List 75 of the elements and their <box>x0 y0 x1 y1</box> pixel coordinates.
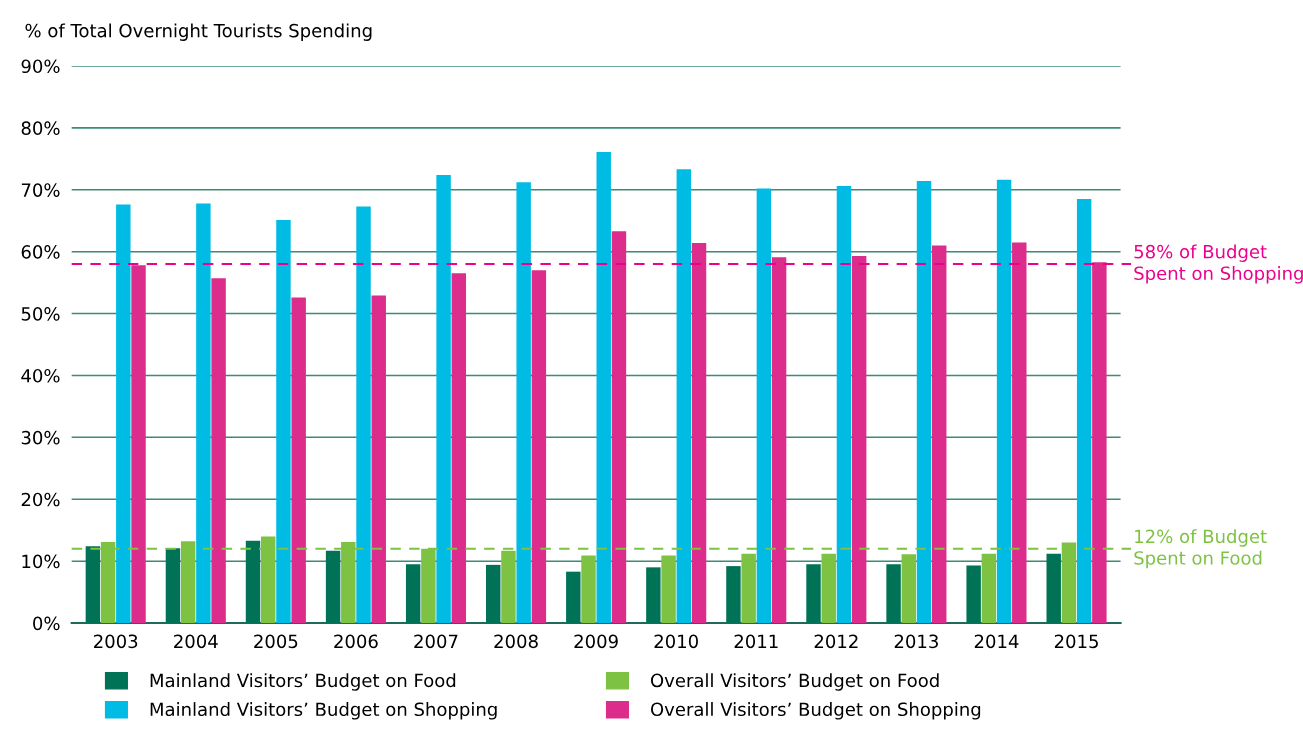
x-tick-label: 2006 <box>334 634 378 649</box>
bar <box>596 152 611 624</box>
legend-label: Overall Visitors’ Budget on Shopping <box>650 702 981 720</box>
bar <box>741 553 756 624</box>
x-tick-label: 2013 <box>894 634 938 649</box>
bar <box>581 555 596 624</box>
bar <box>676 169 692 624</box>
bar <box>932 245 947 624</box>
bar <box>901 554 917 624</box>
legend-label: Overall Visitors’ Budget on Food <box>650 673 939 691</box>
bar <box>996 179 1012 624</box>
ref-line-label: 58% of Budget Spent on Shopping <box>1134 244 1303 284</box>
x-tick-label: 2008 <box>494 634 538 649</box>
x-tick-label: 2007 <box>414 634 458 649</box>
x-tick-label: 2014 <box>974 634 1019 649</box>
y-tick-label: 10% <box>22 554 60 569</box>
y-axis-title: % of Total Overnight Tourists Spending <box>25 23 372 41</box>
bar <box>646 567 661 624</box>
bar <box>566 571 581 624</box>
bar <box>85 546 101 624</box>
bar <box>886 564 901 624</box>
bar <box>116 204 131 624</box>
bar <box>436 174 451 624</box>
bar <box>771 257 787 624</box>
bar <box>196 203 211 624</box>
bar <box>211 278 226 624</box>
bar <box>451 273 467 624</box>
y-tick-label: 70% <box>21 183 60 197</box>
bar <box>405 564 421 624</box>
bar <box>1092 262 1107 624</box>
bar <box>836 186 852 624</box>
y-tick-label: 90% <box>21 59 60 74</box>
x-tick-label: 2004 <box>174 634 218 649</box>
bar <box>611 231 627 624</box>
y-tick-label: 50% <box>21 307 60 321</box>
bar <box>806 564 821 624</box>
y-tick-label: 40% <box>21 368 60 383</box>
bar <box>325 550 341 624</box>
bar <box>1046 553 1061 624</box>
x-tick-label: 2015 <box>1054 634 1098 649</box>
bar <box>245 540 261 624</box>
legend-label: Mainland Visitors’ Budget on Shopping <box>150 702 497 720</box>
x-tick-label: 2005 <box>254 634 298 649</box>
bar <box>531 270 547 624</box>
x-tick-label: 2009 <box>574 634 618 649</box>
bar <box>1012 242 1027 624</box>
y-tick-label: 0% <box>33 616 60 631</box>
bar <box>916 181 932 624</box>
bar <box>165 548 181 624</box>
bar <box>356 206 371 624</box>
bar <box>691 243 707 624</box>
ref-line-label: 12% of Budget Spent on Food <box>1134 529 1267 569</box>
bar <box>131 265 146 624</box>
x-tick-label: 2003 <box>94 634 138 649</box>
bar <box>371 295 386 624</box>
bar <box>851 256 867 624</box>
bar <box>756 188 772 624</box>
y-tick-label: 30% <box>21 430 60 445</box>
y-tick-label: 60% <box>21 245 60 259</box>
y-tick-label: 80% <box>21 121 60 135</box>
bar <box>726 566 741 624</box>
bar <box>821 553 836 624</box>
bar <box>276 220 291 624</box>
bar <box>981 553 997 624</box>
x-tick-label: 2010 <box>654 634 698 649</box>
x-tick-label: 2012 <box>814 634 858 649</box>
bar <box>486 564 501 624</box>
bar <box>966 565 981 624</box>
x-tick-label: 2011 <box>734 634 778 649</box>
bar <box>1076 199 1092 624</box>
y-tick-label: 20% <box>21 492 60 507</box>
legend-label: Mainland Visitors’ Budget on Food <box>150 673 456 691</box>
bar <box>291 297 306 624</box>
bar <box>516 182 531 624</box>
bar <box>661 555 676 624</box>
